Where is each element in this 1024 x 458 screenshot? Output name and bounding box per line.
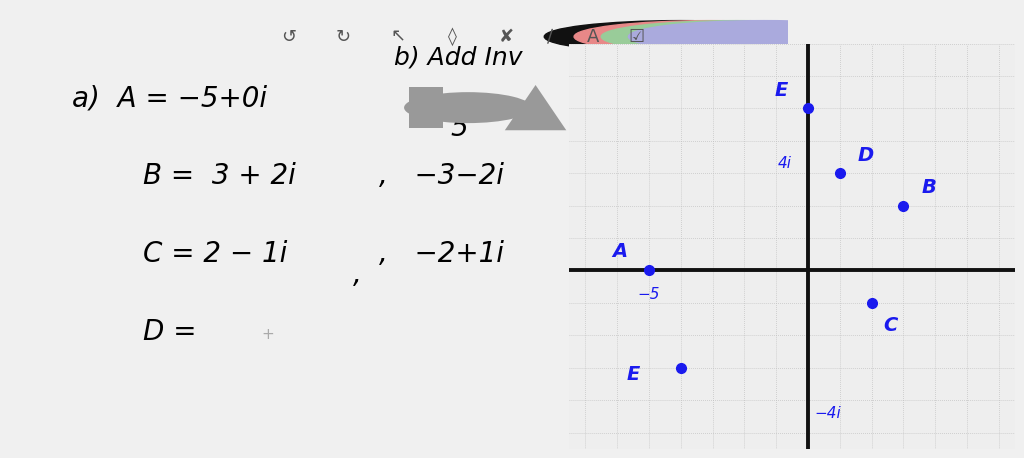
Text: ↔: ↔ [588,98,604,117]
Text: A: A [587,27,599,46]
Text: D: D [857,146,873,165]
Text: −5: −5 [638,287,660,302]
Text: ✘: ✘ [499,27,514,46]
Circle shape [629,21,900,53]
Text: A: A [612,241,628,261]
Circle shape [545,21,815,53]
Text: +: + [261,327,273,342]
Text: B: B [922,178,936,197]
Text: ⊞: ⊞ [621,98,635,117]
Text: ,   −3−2i: , −3−2i [379,162,504,191]
Text: ↖: ↖ [390,27,406,46]
Text: ∕: ∕ [547,27,553,46]
Text: 4i: 4i [778,156,793,171]
Text: E: E [627,365,640,384]
Circle shape [574,21,846,53]
Polygon shape [505,85,566,130]
Text: ↺: ↺ [282,27,297,46]
Text: D =: D = [143,318,197,346]
Text: 5: 5 [451,114,468,142]
Text: C = 2 − 1i: C = 2 − 1i [143,240,288,268]
Circle shape [601,21,872,53]
Text: B =  3 + 2i: B = 3 + 2i [143,162,296,191]
Text: ◊: ◊ [447,27,457,46]
Text: a)  A = −5+0i: a) A = −5+0i [72,84,267,113]
Circle shape [404,92,531,123]
Bar [409,87,443,129]
Text: ↻: ↻ [336,27,351,46]
Text: −4i: −4i [814,406,841,420]
Text: ,: , [353,261,362,289]
Text: ,   −2+1i: , −2+1i [379,240,504,268]
Text: E: E [774,81,787,100]
Text: ☑: ☑ [629,27,644,46]
Text: b) Add Inv: b) Add Inv [394,45,522,69]
Text: C: C [884,316,898,335]
